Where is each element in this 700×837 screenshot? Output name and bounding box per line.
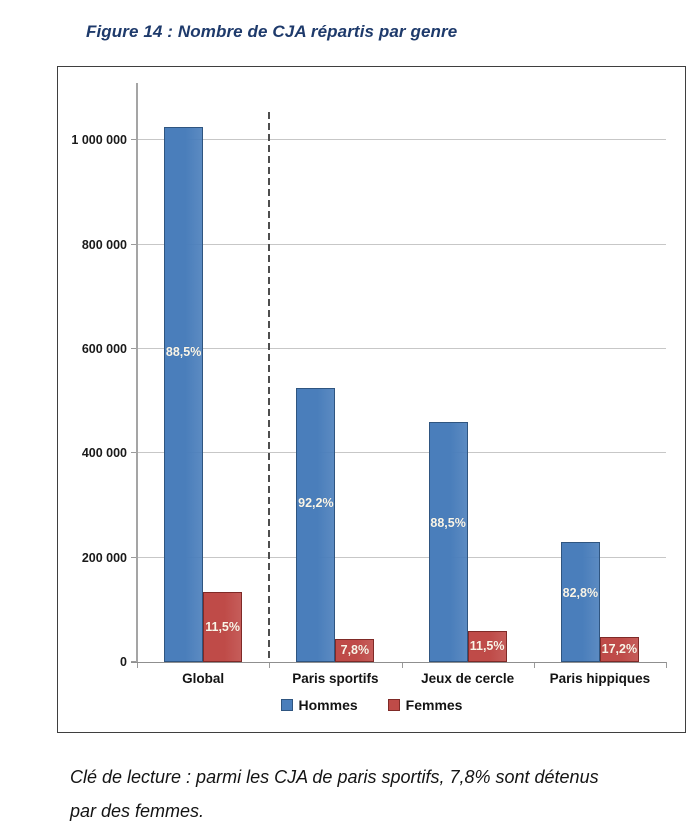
legend: Hommes Femmes [58,697,685,713]
bar-label-hommes-paris-hippiques: 82,8% [562,585,599,600]
y-tick-label-400000: 400 000 [81,446,127,461]
y-tick-mark-200000 [131,556,137,558]
gridline-600000 [137,348,666,350]
bar-femmes-paris-sportifs: 7,8% [335,638,375,662]
category-label-global: Global [182,671,225,686]
bar-hommes-global: 88,5% [164,127,204,662]
caption-line-1: Clé de lecture : parmi les CJA de paris … [70,767,599,787]
category-label-paris-sportifs: Paris sportifs [292,671,379,686]
y-tick-label-1000000: 1 000 000 [71,133,127,148]
gridline-200000 [137,556,666,558]
y-tick-label-600000: 600 000 [81,342,127,357]
bar-label-femmes-paris-hippiques: 17,2% [601,642,638,657]
legend-label-hommes: Hommes [298,697,358,713]
y-tick-mark-600000 [131,348,137,350]
caption-line-2: par des femmes. [70,801,205,821]
y-tick-label-0: 0 [120,655,127,669]
y-axis-line [136,83,138,662]
y-tick-mark-1000000 [131,139,137,141]
gridline-1000000 [137,139,666,141]
reading-key-caption: Clé de lecture : parmi les CJA de paris … [70,760,670,828]
y-tick-label-800000: 800 000 [81,237,127,252]
legend-swatch-femmes-icon [387,699,400,711]
y-tick-mark-400000 [131,452,137,454]
x-axis-line [131,661,666,663]
x-tick-mark-4 [666,662,667,668]
bar-femmes-global: 11,5% [203,592,243,662]
bar-hommes-jeux-de-cercle: 88,5% [428,422,468,662]
bar-hommes-paris-sportifs: 92,2% [296,388,336,662]
legend-item-hommes: Hommes [280,697,358,713]
y-tick-mark-800000 [131,243,137,245]
x-tick-mark-0 [137,662,138,668]
bar-femmes-jeux-de-cercle: 11,5% [467,630,507,662]
chart-frame: 0 200 000 400 000 600 000 800 000 1 000 000 88… [57,66,686,733]
y-tick-label-200000: 200 000 [81,550,127,565]
x-tick-mark-3 [533,662,535,668]
bar-label-femmes-jeux-de-cercle: 11,5% [469,639,505,654]
category-separator-dashed-line [268,112,271,662]
bar-label-femmes-global: 11,5% [205,620,241,635]
legend-item-femmes: Femmes [387,697,463,713]
legend-swatch-hommes-icon [280,699,293,711]
bar-label-hommes-global: 88,5% [165,345,202,360]
bar-hommes-paris-hippiques: 82,8% [560,542,600,662]
plot-area: 0 200 000 400 000 600 000 800 000 1 000 000 88… [71,83,667,686]
category-label-paris-hippiques: Paris hippiques [549,671,651,686]
gridline-400000 [137,452,666,454]
x-tick-mark-1 [269,662,271,668]
legend-label-femmes: Femmes [405,697,463,713]
gridline-800000 [137,243,666,245]
figure-title: Figure 14 : Nombre de CJA répartis par g… [86,22,458,41]
bar-femmes-paris-hippiques: 17,2% [599,636,639,662]
bar-label-femmes-paris-sportifs: 7,8% [340,643,370,658]
x-tick-mark-2 [401,662,403,668]
category-label-jeux-de-cercle: Jeux de cercle [421,671,515,686]
bar-label-hommes-paris-sportifs: 92,2% [298,496,334,511]
bar-label-hommes-jeux-de-cercle: 88,5% [430,516,466,530]
